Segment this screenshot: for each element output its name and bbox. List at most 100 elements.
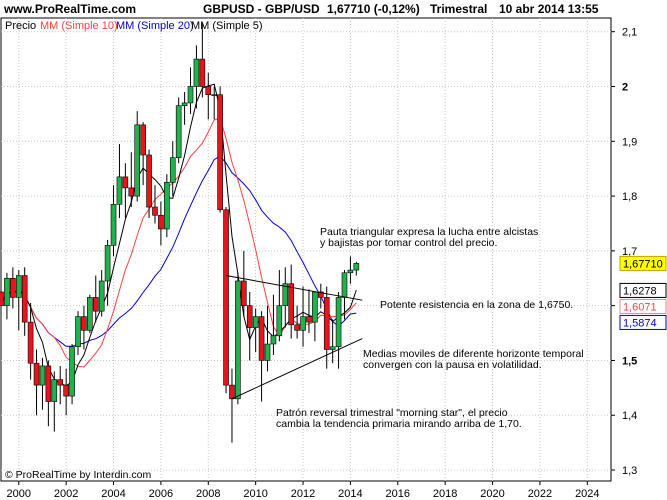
candle-body [306,316,312,323]
candle [282,267,289,328]
candle [45,360,52,427]
candle-body [258,316,265,361]
site-url[interactable]: www.ProRealTime.com [3,2,136,16]
candle [110,185,117,257]
annotation-resistance: Potente resistencia en la zona de 1,6750… [380,299,573,311]
candle [146,149,152,218]
legend-ma5: MM (Simple 5) [191,20,263,32]
header-bar: www.ProRealTime.com GBPUSD - GBP/USD 1,6… [3,2,599,16]
candle [75,311,81,355]
candle-body [187,86,194,104]
price-label-box [619,314,667,330]
candle [252,308,259,353]
plot-area [0,17,612,482]
candle [87,294,93,334]
candle-body [158,214,164,230]
candle [134,111,141,202]
x-tick-label: 2006 [149,488,173,500]
annotation-ma-line1: Medias moviles de diferente horizonte te… [363,348,584,360]
candle-body [205,86,212,96]
quote-value: 1,67710 (-0,12%) [327,2,420,16]
candle-body [276,305,283,337]
y-tick-label: 1,9 [622,136,637,148]
datetime-label: 10 abr 2014 13:55 [499,2,599,16]
candle-body [81,316,87,331]
annotation-morningstar-line2: cambia la tendencia primaria mirando arr… [276,418,522,430]
y-tick-label: 1,4 [622,410,637,422]
period-label: Trimestral [430,2,487,16]
candle-body [87,297,93,331]
candle [306,289,312,334]
candle [15,270,22,331]
candle-body [353,263,360,271]
candle-body [252,316,259,328]
candle [181,91,188,125]
candle [193,45,200,109]
candle [276,270,283,342]
candle-body [270,335,277,345]
candle [116,144,123,218]
price-label-text: 1,6071 [623,301,657,313]
candle-body [199,58,206,87]
y-tick-label: 2 [622,81,628,93]
x-tick-label: 2002 [54,488,78,500]
candle [158,201,164,246]
x-tick-label: 2022 [528,488,552,500]
candle-body [229,384,235,400]
candle-body [39,365,46,386]
candle-body [264,343,271,361]
candle [10,267,16,309]
footer-copyright: © ProRealTime by Interdin.com [5,469,151,481]
candle-body [33,362,40,386]
y-tick-label: 1,8 [622,191,637,203]
trendline [231,338,363,400]
candle [4,272,10,320]
annotations: Pauta triangular expresa la lucha entre … [276,226,584,430]
annotation-ma-line2: convergen con la pausa en volatilidad. [363,359,542,371]
candle-body [45,365,52,402]
candle-body [341,272,348,298]
candle [258,311,265,402]
candle [335,291,342,369]
candle [199,23,206,98]
price-label-box [619,255,667,271]
price-labels: 1,67710 1,6278 1,6071 1,5874 [619,255,667,330]
candle-body [181,102,188,106]
candle [329,319,336,364]
trendline [225,275,363,301]
candle [187,67,194,114]
candle-body [104,245,111,282]
candle [27,302,34,380]
candle-body [347,269,354,274]
x-axis: 2000 2002 2004 2006 2008 2010 2012 2014 2016 2018… [7,481,600,500]
candle [63,368,69,416]
candle-body [63,384,69,397]
candle [246,291,253,361]
candle-body [169,157,176,183]
candle-body [116,176,123,205]
candle [211,86,218,120]
candle-body [300,316,306,331]
legend: Precio MM (Simple 10) MM (Simple 20) MM … [5,20,263,32]
trendlines [225,275,363,400]
x-tick-label: 2014 [338,488,362,500]
x-tick-label: 2012 [291,488,315,500]
candle-body [193,58,200,87]
y-tick-label: 1,3 [622,465,637,477]
candle [294,305,300,339]
candle [51,371,58,432]
price-label: 1,6278 [619,282,667,298]
candle-body [128,187,135,197]
candle-body [140,124,146,156]
x-tick-label: 2018 [433,488,457,500]
candle-body [134,124,141,197]
candle-body [217,94,223,211]
x-tick-label: 2024 [575,488,599,500]
candle-body [15,275,22,298]
legend-ma20: MM (Simple 20) [116,20,194,32]
candle-body [0,291,4,306]
x-tick-label: 2020 [480,488,504,500]
candle-body [57,379,64,386]
candle [57,365,64,405]
